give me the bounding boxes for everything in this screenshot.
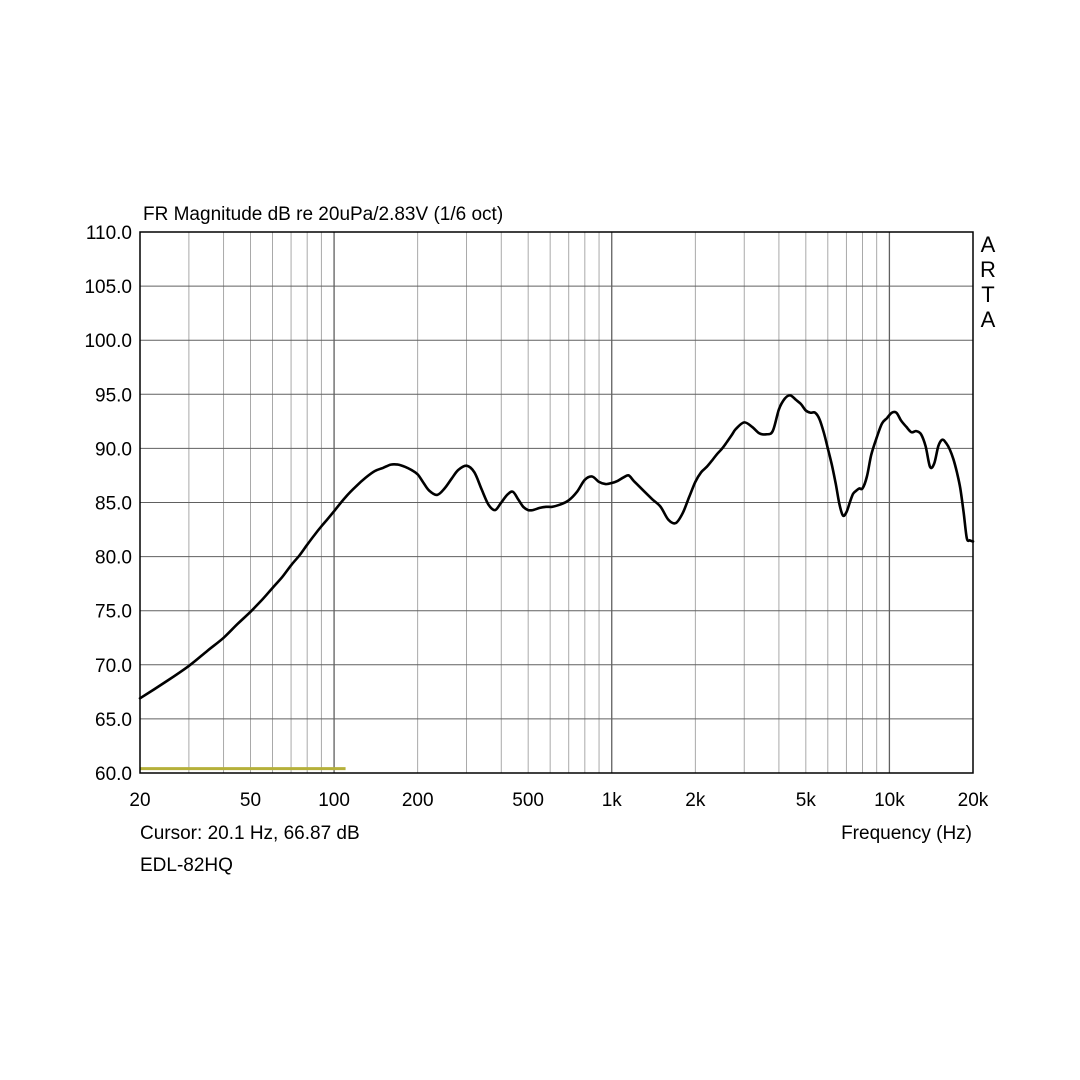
y-tick-label: 90.0: [95, 439, 132, 460]
x-tick-label: 100: [318, 790, 350, 811]
x-tick-label: 200: [402, 790, 434, 811]
device-name: EDL-82HQ: [140, 855, 233, 876]
plot-frame: [139, 231, 974, 774]
y-tick-label: 105.0: [84, 277, 132, 298]
chart-title: FR Magnitude dB re 20uPa/2.83V (1/6 oct): [143, 204, 503, 225]
brand-letter: A: [981, 307, 996, 332]
y-tick-label: 110.0: [86, 223, 132, 244]
x-tick-label: 2k: [685, 790, 706, 811]
cursor-readout: Cursor: 20.1 Hz, 66.87 dB: [140, 823, 360, 844]
x-tick-label: 1k: [602, 790, 623, 811]
curve-layer: [138, 394, 975, 700]
y-tick-label: 70.0: [95, 656, 132, 677]
y-tick-label: 100.0: [84, 331, 132, 352]
brand-letter: A: [981, 232, 996, 257]
x-axis-label: Frequency (Hz): [841, 823, 972, 844]
y-tick-label: 65.0: [95, 710, 132, 731]
y-tick-label: 75.0: [95, 602, 132, 623]
x-axis-ticks: 20 50 100 200 500 1k 2k 5k 10k 20k: [129, 790, 988, 811]
y-tick-label: 60.0: [95, 764, 132, 785]
x-tick-label: 20k: [958, 790, 989, 811]
y-tick-label: 85.0: [95, 494, 132, 515]
x-tick-label: 5k: [796, 790, 817, 811]
x-tick-label: 500: [512, 790, 544, 811]
y-tick-label: 80.0: [95, 548, 132, 569]
x-tick-label: 50: [240, 790, 261, 811]
brand-letter: R: [980, 257, 996, 282]
brand-letter: T: [981, 282, 994, 307]
y-tick-label: 95.0: [95, 385, 132, 406]
frequency-response-curve: [138, 394, 975, 700]
grid: [140, 232, 973, 773]
x-tick-label: 20: [129, 790, 150, 811]
y-axis-ticks: 110.0 105.0 100.0 95.0 90.0 85.0 80.0 75.0 70.0 6…: [84, 223, 132, 785]
x-tick-label: 10k: [874, 790, 905, 811]
